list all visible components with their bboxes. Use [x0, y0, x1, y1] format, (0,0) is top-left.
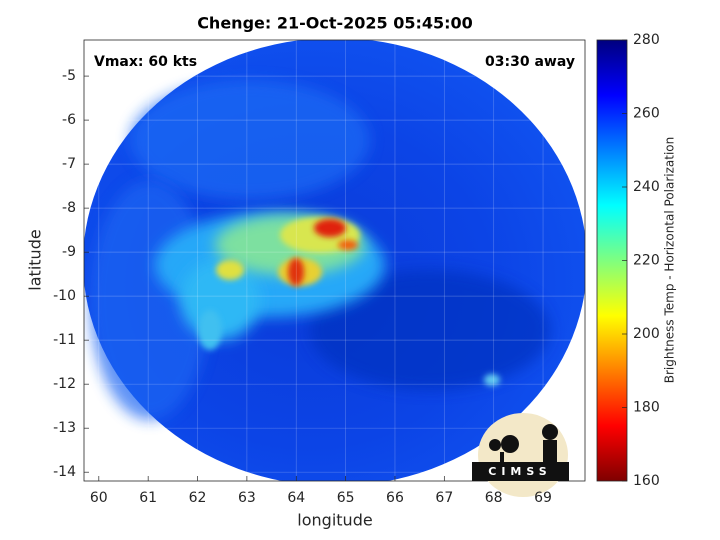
x-tick-label: 68	[485, 490, 503, 506]
y-tick-label: -9	[62, 244, 76, 260]
y-tick-label: -7	[62, 156, 76, 172]
x-tick-label: 69	[534, 490, 552, 506]
y-tick-label: -10	[53, 288, 76, 304]
logo: CIMSS	[472, 413, 569, 497]
colorbar-tick-label: 280	[633, 32, 660, 48]
y-tick-label: -5	[62, 68, 76, 84]
chart-title: Chenge: 21-Oct-2025 05:45:00	[197, 14, 473, 33]
y-tick-label: -13	[53, 420, 76, 436]
y-tick-label: -11	[53, 332, 76, 348]
annotation: 03:30 away	[485, 54, 575, 70]
annotation: Vmax: 60 kts	[94, 54, 197, 70]
colorbar-tick-label: 160	[633, 473, 660, 489]
y-tick-label: -14	[53, 464, 76, 480]
y-tick-label: -8	[62, 200, 76, 216]
plot-frame	[83, 39, 586, 482]
swath-image	[84, 40, 585, 481]
x-tick-label: 60	[90, 490, 108, 506]
colorbar-tick-label: 240	[633, 179, 660, 195]
y-tick-label: -12	[53, 376, 76, 392]
colorbar-tick-label: 200	[633, 326, 660, 342]
colorbar-tick-label: 220	[633, 253, 660, 269]
colorbar-tick-label: 180	[633, 400, 660, 416]
x-tick-label: 67	[435, 490, 453, 506]
colorbar-label: Brightness Temp - Horizontal Polarizatio…	[663, 137, 677, 384]
x-tick-label: 64	[287, 490, 305, 506]
x-tick-label: 66	[386, 490, 404, 506]
y-tick-label: -6	[62, 112, 76, 128]
x-tick-label: 63	[238, 490, 256, 506]
x-tick-label: 62	[189, 490, 207, 506]
x-axis-label: longitude	[297, 511, 372, 530]
x-tick-label: 61	[139, 490, 157, 506]
logo-text: CIMSS	[488, 465, 551, 478]
x-tick-label: 65	[337, 490, 355, 506]
y-axis-label: latitude	[26, 229, 45, 290]
colorbar-tick-label: 260	[633, 106, 660, 122]
